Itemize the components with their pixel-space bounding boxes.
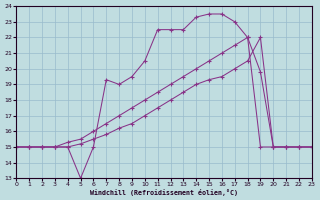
X-axis label: Windchill (Refroidissement éolien,°C): Windchill (Refroidissement éolien,°C): [90, 189, 238, 196]
